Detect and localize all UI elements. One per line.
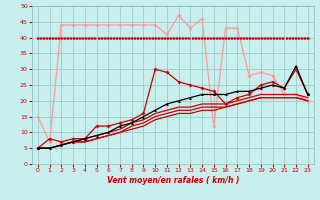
X-axis label: Vent moyen/en rafales ( km/h ): Vent moyen/en rafales ( km/h ) bbox=[107, 176, 239, 185]
